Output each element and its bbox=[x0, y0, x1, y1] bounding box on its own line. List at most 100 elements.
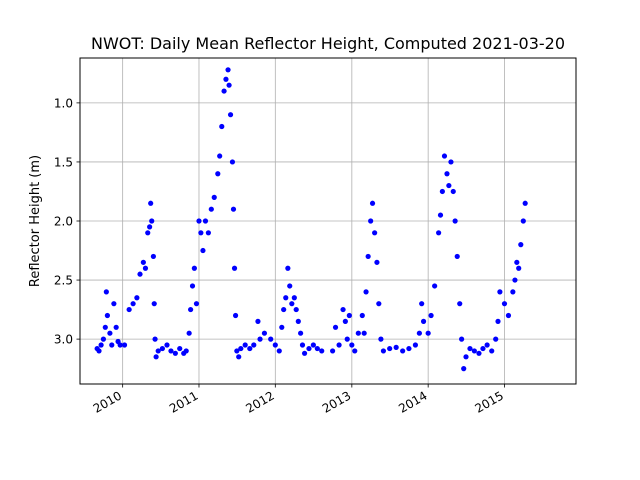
data-point bbox=[168, 348, 174, 354]
data-point bbox=[450, 188, 456, 195]
data-point bbox=[111, 301, 117, 307]
y-tick-label: 2.0 bbox=[54, 215, 73, 229]
y-tick-label: 1.5 bbox=[54, 155, 73, 169]
data-point bbox=[342, 318, 348, 324]
data-point bbox=[198, 230, 204, 236]
data-point bbox=[463, 354, 469, 360]
y-tick-label: 1.0 bbox=[54, 96, 73, 110]
data-point bbox=[289, 301, 295, 307]
data-point bbox=[200, 247, 206, 254]
data-point bbox=[439, 188, 445, 195]
data-point bbox=[344, 336, 350, 342]
data-point bbox=[234, 348, 240, 354]
data-point bbox=[497, 289, 503, 295]
data-point bbox=[444, 171, 450, 177]
data-point bbox=[369, 200, 376, 206]
data-point bbox=[104, 312, 110, 319]
data-point bbox=[159, 345, 165, 352]
data-point bbox=[346, 312, 352, 319]
data-point bbox=[183, 348, 189, 354]
data-point bbox=[480, 345, 486, 352]
data-point bbox=[151, 301, 157, 307]
data-point bbox=[283, 295, 289, 301]
data-point bbox=[372, 230, 378, 236]
data-point bbox=[489, 348, 495, 354]
data-point bbox=[191, 265, 197, 271]
data-point bbox=[257, 336, 263, 342]
data-point bbox=[378, 336, 384, 342]
data-point bbox=[374, 259, 380, 265]
data-point bbox=[145, 230, 151, 236]
y-tick-label: 3.0 bbox=[54, 333, 73, 347]
data-point bbox=[332, 324, 339, 330]
data-point bbox=[102, 324, 108, 330]
data-point bbox=[121, 342, 128, 348]
data-point bbox=[380, 348, 387, 354]
data-point bbox=[247, 345, 253, 352]
data-point bbox=[107, 330, 113, 336]
data-point bbox=[147, 224, 153, 230]
data-point bbox=[471, 348, 477, 354]
data-point bbox=[293, 306, 299, 313]
data-point bbox=[419, 301, 425, 307]
data-point bbox=[193, 301, 200, 307]
data-point bbox=[215, 171, 221, 177]
data-point bbox=[446, 182, 452, 189]
data-point bbox=[457, 301, 463, 307]
data-point bbox=[152, 336, 158, 342]
data-point bbox=[516, 265, 522, 271]
data-point bbox=[140, 259, 146, 265]
data-point bbox=[117, 342, 123, 348]
data-point bbox=[298, 330, 304, 336]
data-point bbox=[314, 345, 320, 352]
data-point bbox=[522, 200, 528, 206]
data-point bbox=[355, 330, 361, 336]
data-point bbox=[98, 342, 104, 348]
data-point bbox=[238, 345, 244, 352]
data-point bbox=[255, 318, 261, 324]
data-point bbox=[400, 348, 406, 354]
data-point bbox=[432, 283, 438, 289]
data-point bbox=[425, 330, 431, 336]
y-axis: 1.0 1.5 2.0 2.5 3.0 bbox=[54, 96, 80, 347]
data-point bbox=[281, 306, 287, 313]
data-point bbox=[130, 301, 136, 307]
data-point bbox=[467, 345, 473, 352]
data-point bbox=[520, 218, 526, 224]
data-point bbox=[376, 301, 382, 307]
data-point bbox=[363, 289, 369, 295]
data-point bbox=[221, 88, 227, 94]
data-point bbox=[261, 330, 268, 336]
data-point bbox=[226, 82, 232, 88]
data-point bbox=[340, 306, 346, 313]
data-point bbox=[349, 342, 355, 348]
data-point bbox=[336, 342, 342, 348]
y-axis-label: Reflector Height (m) bbox=[28, 155, 43, 287]
data-point bbox=[217, 153, 223, 159]
data-point bbox=[208, 206, 214, 212]
data-point bbox=[219, 123, 225, 130]
data-point bbox=[319, 348, 325, 354]
data-point bbox=[428, 312, 434, 319]
data-point bbox=[387, 345, 393, 352]
data-point bbox=[287, 283, 293, 289]
data-point bbox=[512, 277, 518, 283]
data-point bbox=[242, 342, 248, 348]
data-point bbox=[299, 342, 306, 348]
data-point bbox=[109, 342, 115, 348]
data-point bbox=[268, 336, 274, 342]
data-point bbox=[459, 336, 465, 342]
data-point bbox=[188, 306, 194, 313]
data-point bbox=[368, 218, 374, 224]
data-point bbox=[148, 200, 154, 206]
data-point bbox=[150, 253, 156, 260]
data-point bbox=[236, 354, 242, 360]
data-point bbox=[155, 348, 161, 354]
data-point bbox=[505, 312, 512, 319]
data-point bbox=[113, 324, 119, 330]
data-point bbox=[437, 212, 444, 218]
data-point bbox=[223, 76, 229, 82]
data-point bbox=[291, 295, 297, 301]
data-point bbox=[227, 112, 234, 118]
